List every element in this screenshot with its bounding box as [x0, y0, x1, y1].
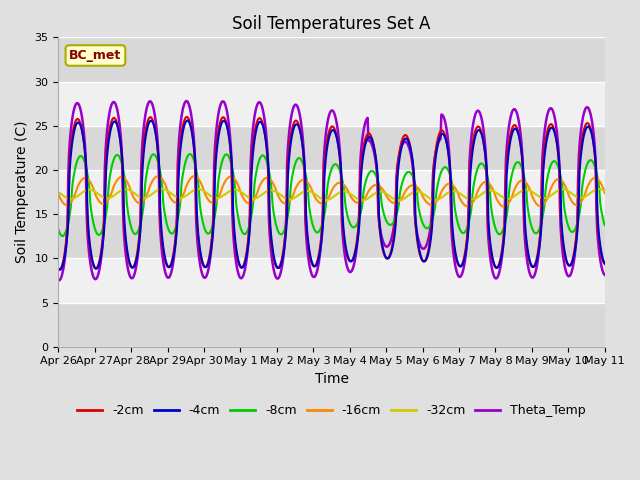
Theta_Temp [207, 254, 214, 260]
-8cm [58, 233, 66, 239]
Theta_Temp [183, 98, 191, 104]
Bar [58, 214, 605, 258]
-4cm [184, 118, 191, 123]
Theta_Temp [415, 240, 423, 245]
-16cm [205, 198, 213, 204]
Bar [58, 82, 605, 126]
Line: -4cm: -4cm [58, 120, 605, 270]
-16cm [601, 190, 609, 196]
-2cm [601, 261, 609, 267]
Line: -32cm: -32cm [58, 189, 605, 200]
-16cm [65, 202, 72, 207]
-8cm [601, 222, 609, 228]
Legend: -2cm, -4cm, -8cm, -16cm, -32cm, Theta_Temp: -2cm, -4cm, -8cm, -16cm, -32cm, Theta_Te… [72, 399, 591, 422]
-8cm [54, 227, 62, 232]
-32cm [177, 195, 184, 201]
Line: -16cm: -16cm [58, 176, 605, 207]
Title: Soil Temperatures Set A: Soil Temperatures Set A [232, 15, 431, 33]
Bar [58, 302, 605, 347]
-8cm [207, 229, 214, 235]
-32cm [601, 188, 609, 194]
-4cm [54, 266, 62, 272]
-2cm [122, 236, 129, 241]
Bar [58, 37, 605, 82]
-32cm [395, 197, 403, 203]
-2cm [54, 266, 62, 272]
-4cm [122, 230, 129, 236]
Bar [58, 170, 605, 214]
-2cm [183, 114, 191, 120]
-2cm [207, 248, 214, 253]
-32cm [205, 192, 213, 198]
-8cm [399, 176, 407, 182]
-2cm [177, 136, 184, 142]
Line: -8cm: -8cm [58, 154, 605, 236]
-16cm [54, 192, 62, 197]
-16cm [121, 176, 129, 181]
-8cm [186, 151, 194, 157]
-32cm [415, 189, 423, 195]
-4cm [65, 187, 73, 192]
-32cm [399, 196, 407, 202]
-2cm [415, 249, 423, 255]
X-axis label: Time: Time [314, 372, 349, 386]
Text: BC_met: BC_met [69, 49, 122, 62]
Theta_Temp [122, 247, 129, 252]
Theta_Temp [55, 277, 63, 283]
Y-axis label: Soil Temperature (C): Soil Temperature (C) [15, 121, 29, 263]
Theta_Temp [399, 140, 407, 145]
-32cm [158, 186, 166, 192]
-4cm [177, 144, 184, 149]
-8cm [65, 216, 73, 222]
-8cm [122, 180, 129, 185]
-2cm [65, 167, 73, 173]
Theta_Temp [54, 277, 62, 283]
-8cm [415, 208, 423, 214]
Theta_Temp [601, 272, 609, 278]
Bar [58, 258, 605, 302]
Theta_Temp [177, 120, 184, 125]
-2cm [55, 267, 63, 273]
-16cm [399, 194, 406, 200]
-16cm [500, 204, 508, 210]
-4cm [601, 261, 609, 266]
Bar [58, 126, 605, 170]
-4cm [399, 139, 407, 144]
-4cm [56, 267, 64, 273]
Line: -2cm: -2cm [58, 117, 605, 270]
-2cm [399, 134, 407, 140]
-16cm [176, 197, 184, 203]
Theta_Temp [65, 151, 73, 156]
-8cm [177, 194, 184, 200]
-4cm [207, 252, 214, 257]
-4cm [415, 247, 423, 253]
-16cm [191, 173, 198, 179]
-32cm [121, 186, 129, 192]
-32cm [65, 195, 72, 201]
-32cm [54, 189, 62, 195]
-16cm [415, 186, 422, 192]
Line: Theta_Temp: Theta_Temp [58, 101, 605, 280]
